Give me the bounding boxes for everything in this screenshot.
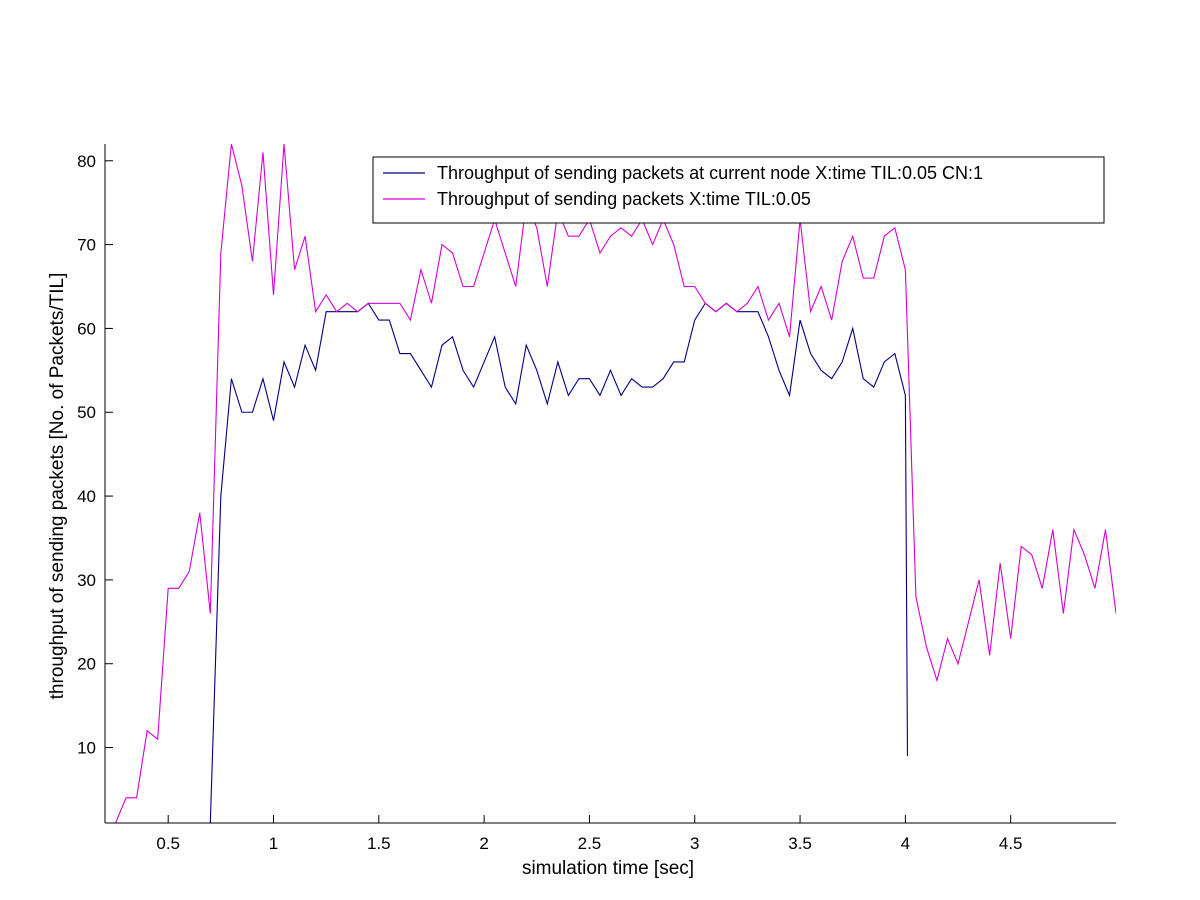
x-tick-label: 0.5 — [156, 834, 180, 853]
legend: Throughput of sending packets at current… — [372, 156, 1105, 224]
x-tick-label: 1.5 — [367, 834, 391, 853]
x-tick-label: 4 — [901, 834, 910, 853]
x-tick-label: 3.5 — [788, 834, 812, 853]
legend-entry-2: Throughput of sending packets X:time TIL… — [437, 189, 811, 209]
legend-box — [372, 156, 1105, 224]
y-tick-label: 70 — [77, 236, 96, 255]
series-line-1 — [209, 302, 909, 823]
y-tick-label: 80 — [77, 152, 96, 171]
legend-entry-1: Throughput of sending packets at current… — [437, 163, 983, 183]
x-axis-label: simulation time [sec] — [522, 858, 694, 879]
y-axis-label: throughput of sending packets [No. of Pa… — [47, 273, 68, 700]
y-tick-label: 20 — [77, 655, 96, 674]
x-tick-label: 2.5 — [578, 834, 602, 853]
y-tick-label: 30 — [77, 571, 96, 590]
y-tick-label: 60 — [77, 319, 96, 338]
x-tick-label: 2 — [479, 834, 488, 853]
y-tick-label: 10 — [77, 739, 96, 758]
x-tick-label: 4.5 — [999, 834, 1023, 853]
y-tick-label: 50 — [77, 403, 96, 422]
x-tick-label: 3 — [690, 834, 699, 853]
x-tick-label: 1 — [269, 834, 278, 853]
y-tick-label: 40 — [77, 487, 96, 506]
axes: 0.5 1 1.5 2 2.5 3 3.5 4 4.5 10 20 30 40 50 60 70 80 — [77, 144, 1116, 853]
plot-area — [105, 144, 1116, 823]
series-line-2 — [105, 144, 1116, 823]
